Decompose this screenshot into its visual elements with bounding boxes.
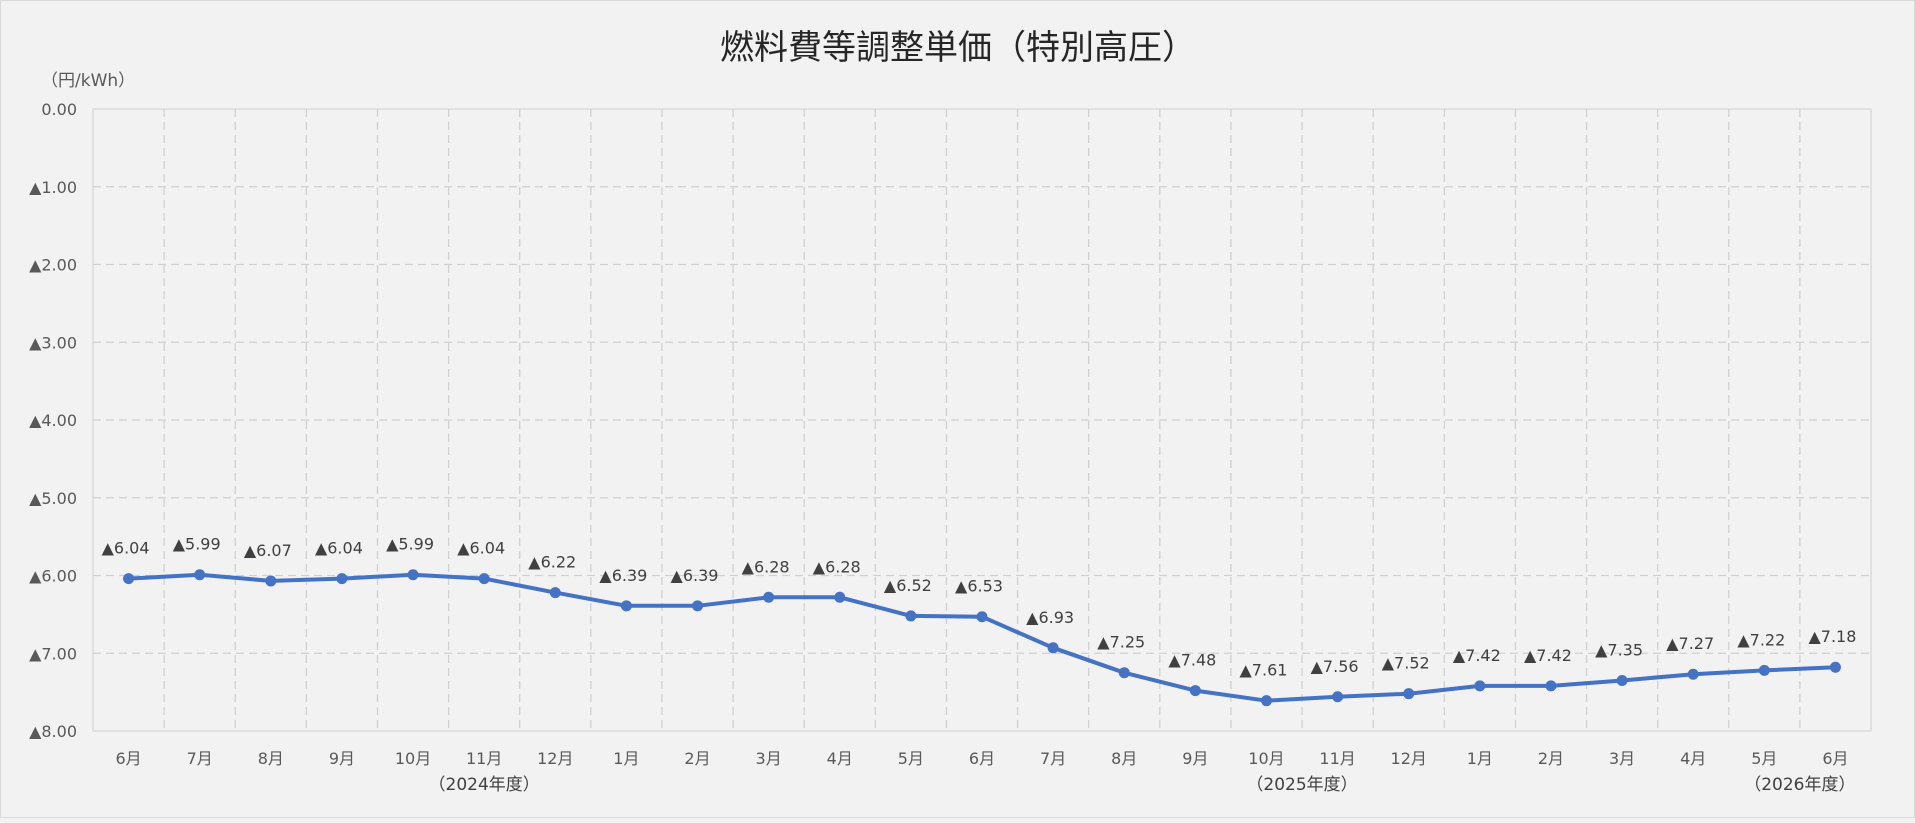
- data-label: ▲6.04: [102, 539, 150, 558]
- data-point: [763, 591, 775, 603]
- x-tick-label: 4月: [1680, 749, 1706, 768]
- data-label: ▲7.42: [1524, 646, 1572, 665]
- data-point: [1260, 695, 1272, 707]
- y-axis-tick-labels: 0.00 ▲1.00 ▲2.00 ▲3.00 ▲4.00 ▲5.00 ▲6.00 ▲7.00 ▲…: [29, 100, 77, 741]
- data-point: [1545, 680, 1557, 692]
- data-label: ▲5.99: [173, 535, 221, 554]
- data-point: [1047, 642, 1059, 654]
- data-point: [905, 610, 917, 622]
- y-tick-label: ▲7.00: [29, 644, 77, 663]
- data-label: ▲7.22: [1737, 630, 1785, 649]
- data-points: [123, 569, 1841, 707]
- data-label: ▲7.27: [1666, 634, 1714, 653]
- x-tick-label: 9月: [1182, 749, 1208, 768]
- y-tick-label: ▲2.00: [29, 256, 77, 275]
- y-tick-label: ▲5.00: [29, 489, 77, 508]
- x-axis-tick-labels: 6月 7月 8月 9月 10月 11月 12月 1月 2月 3月 4月 5月 6月 7月 8月 9月 10月 11…: [115, 749, 1848, 768]
- data-point: [1616, 674, 1628, 686]
- data-label: ▲7.61: [1240, 661, 1288, 680]
- data-label: ▲7.35: [1595, 640, 1643, 659]
- data-point: [194, 569, 206, 581]
- data-point: [265, 575, 277, 587]
- data-label: ▲6.93: [1026, 608, 1074, 627]
- y-tick-label: ▲3.00: [29, 333, 77, 352]
- x-tick-label: 10月: [1248, 749, 1284, 768]
- x-tick-label: 1月: [613, 749, 639, 768]
- data-label: ▲6.22: [528, 553, 576, 572]
- x-tick-label: 6月: [1822, 749, 1848, 768]
- data-point: [1403, 688, 1415, 700]
- x-tick-label: 1月: [1467, 749, 1493, 768]
- x-tick-label: 7月: [187, 749, 213, 768]
- y-axis-unit-label: （円/kWh）: [41, 71, 135, 91]
- x-tick-label: 9月: [329, 749, 355, 768]
- data-point: [1687, 668, 1699, 680]
- data-point: [976, 611, 988, 623]
- fiscal-year-labels: （2024年度） （2025年度） （2026年度）: [429, 775, 1856, 795]
- data-label: ▲7.52: [1382, 654, 1430, 673]
- data-point: [123, 573, 135, 585]
- data-point: [834, 591, 846, 603]
- x-tick-label: 11月: [466, 749, 502, 768]
- data-point: [1189, 685, 1201, 697]
- data-label: ▲6.07: [244, 541, 292, 560]
- y-tick-label: ▲1.00: [29, 178, 77, 197]
- data-point: [336, 573, 348, 585]
- x-tick-label: 3月: [1609, 749, 1635, 768]
- fiscal-year-label: （2026年度）: [1744, 775, 1855, 795]
- data-label: ▲6.04: [457, 539, 505, 558]
- data-label: ▲7.56: [1311, 657, 1359, 676]
- y-tick-label: 0.00: [41, 100, 77, 119]
- y-tick-label: ▲6.00: [29, 567, 77, 586]
- data-label: ▲6.53: [955, 577, 1003, 596]
- y-tick-label: ▲8.00: [29, 722, 77, 741]
- x-tick-label: 5月: [1751, 749, 1777, 768]
- fiscal-year-label: （2024年度）: [429, 775, 540, 795]
- x-tick-label: 3月: [756, 749, 782, 768]
- data-label: ▲6.28: [813, 557, 861, 576]
- data-point: [1118, 667, 1130, 679]
- y-tick-label: ▲4.00: [29, 411, 77, 430]
- data-label: ▲5.99: [386, 535, 434, 554]
- x-tick-label: 12月: [1391, 749, 1427, 768]
- data-label: ▲6.52: [884, 576, 932, 595]
- data-label: ▲7.25: [1097, 633, 1145, 652]
- x-tick-label: 12月: [537, 749, 573, 768]
- chart-title: 燃料費等調整単価（特別高圧）: [720, 28, 1196, 68]
- x-tick-label: 5月: [898, 749, 924, 768]
- x-tick-label: 2月: [1538, 749, 1564, 768]
- x-tick-label: 7月: [1040, 749, 1066, 768]
- data-label: ▲7.48: [1168, 651, 1216, 670]
- x-tick-label: 8月: [258, 749, 284, 768]
- data-label: ▲7.18: [1808, 627, 1856, 646]
- data-point: [692, 600, 704, 612]
- x-tick-label: 10月: [395, 749, 431, 768]
- x-tick-label: 6月: [115, 749, 141, 768]
- data-point: [407, 569, 419, 581]
- data-point: [549, 587, 561, 599]
- x-tick-label: 2月: [684, 749, 710, 768]
- data-label: ▲6.28: [742, 557, 790, 576]
- data-label: ▲6.39: [599, 566, 647, 585]
- x-tick-label: 11月: [1319, 749, 1355, 768]
- data-point: [1332, 691, 1344, 703]
- horizontal-gridlines: [93, 186, 1871, 654]
- data-label: ▲7.42: [1453, 646, 1501, 665]
- data-label: ▲6.39: [671, 566, 719, 585]
- data-labels: ▲6.04 ▲5.99 ▲6.07 ▲6.04 ▲5.99 ▲6.04 ▲6.22 ▲6.39…: [102, 535, 1857, 680]
- data-point: [1474, 680, 1486, 692]
- data-label: ▲6.04: [315, 539, 363, 558]
- data-point: [1758, 664, 1770, 676]
- x-tick-label: 8月: [1111, 749, 1137, 768]
- x-tick-label: 4月: [827, 749, 853, 768]
- data-point: [1829, 661, 1841, 673]
- data-point: [620, 600, 632, 612]
- data-point: [478, 573, 490, 585]
- fiscal-year-label: （2025年度）: [1246, 775, 1357, 795]
- x-tick-label: 6月: [969, 749, 995, 768]
